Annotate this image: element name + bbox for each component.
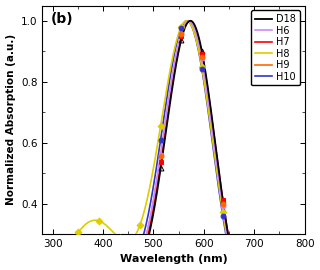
Text: (b): (b)	[50, 12, 73, 26]
H10	[216, 182, 220, 185]
D18	[188, 19, 192, 22]
H10	[159, 135, 163, 138]
Y-axis label: Normalized Absorption (a.u.): Normalized Absorption (a.u.)	[5, 34, 16, 205]
H8	[185, 19, 188, 22]
H9	[108, 247, 112, 250]
H7	[216, 164, 220, 167]
Line: D18: D18	[43, 21, 305, 270]
Line: H8: H8	[43, 21, 305, 270]
H6	[108, 251, 112, 254]
H8	[159, 121, 163, 124]
H7	[108, 250, 112, 253]
H8	[87, 220, 91, 224]
H7	[196, 33, 199, 36]
H9	[196, 35, 199, 38]
H8	[196, 43, 199, 46]
H9	[159, 151, 163, 154]
H6	[196, 36, 199, 39]
D18	[196, 31, 199, 34]
H8	[216, 178, 220, 181]
D18	[159, 164, 163, 167]
H10	[108, 251, 112, 255]
D18	[108, 249, 112, 253]
H7	[188, 19, 191, 22]
Line: H6: H6	[43, 21, 305, 270]
H10	[87, 251, 91, 254]
X-axis label: Wavelength (nm): Wavelength (nm)	[120, 254, 228, 264]
H9	[216, 168, 220, 171]
Line: H10: H10	[43, 21, 305, 270]
H10	[196, 44, 199, 47]
H10	[185, 19, 189, 22]
H6	[216, 170, 220, 173]
D18	[87, 246, 91, 249]
H8	[108, 227, 112, 230]
H7	[159, 157, 163, 160]
Legend: D18, H6, H7, H8, H9, H10: D18, H6, H7, H8, H9, H10	[251, 11, 300, 86]
H7	[87, 245, 91, 248]
H6	[187, 19, 191, 22]
H9	[87, 243, 91, 247]
H6	[159, 150, 163, 154]
Line: H7: H7	[43, 21, 305, 270]
Line: H9: H9	[43, 21, 305, 270]
D18	[216, 163, 220, 166]
H6	[87, 249, 91, 252]
H9	[187, 19, 191, 22]
